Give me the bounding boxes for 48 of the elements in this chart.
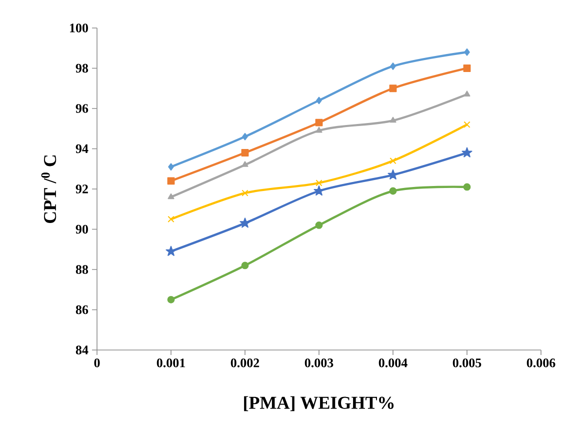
point [316, 96, 322, 104]
x-tick-label: 0.001 [156, 358, 185, 368]
point [464, 121, 470, 128]
x-tick-label: 0.005 [452, 358, 482, 368]
y-tick-label: 90 [76, 224, 88, 234]
point [389, 187, 397, 195]
point [390, 62, 396, 70]
point [240, 218, 250, 228]
y-tick-label: 92 [76, 184, 88, 194]
x-tick-label: 0.006 [526, 358, 556, 368]
point [316, 126, 322, 133]
x-tick-label: 0 [94, 358, 100, 368]
point [463, 64, 471, 72]
y-tick-label: 98 [76, 64, 88, 73]
point [316, 180, 322, 186]
point [242, 190, 248, 196]
point [389, 84, 397, 92]
point [241, 262, 249, 270]
point [314, 186, 324, 196]
x-tick-label: 0.004 [378, 358, 408, 368]
point [390, 157, 396, 164]
x-tick-label: 0.002 [230, 358, 260, 368]
x-tick-label: 0.003 [304, 358, 334, 368]
x-axis-title: [PMA] WEIGHT% [244, 396, 394, 412]
point [315, 118, 323, 126]
point [168, 193, 174, 200]
point [464, 90, 470, 97]
y-tick-label: 84 [76, 346, 88, 354]
y-tick-label: 94 [76, 144, 88, 154]
point [166, 246, 176, 256]
point [464, 48, 470, 56]
point [242, 161, 248, 167]
point [167, 296, 175, 304]
y-tick-label: 100 [70, 24, 88, 32]
y-tick-label: 86 [76, 305, 88, 314]
point [168, 163, 174, 171]
point [388, 169, 398, 180]
point [390, 116, 396, 123]
point [241, 149, 249, 156]
point [315, 222, 323, 229]
point [242, 132, 248, 140]
point [463, 183, 471, 191]
y-axis-title: CPT /$^{0}$ C [41, 155, 56, 224]
point [167, 177, 175, 185]
y-tick-label: 96 [76, 104, 88, 113]
point [168, 216, 174, 223]
point [462, 147, 472, 158]
y-tick-label: 88 [76, 265, 88, 274]
